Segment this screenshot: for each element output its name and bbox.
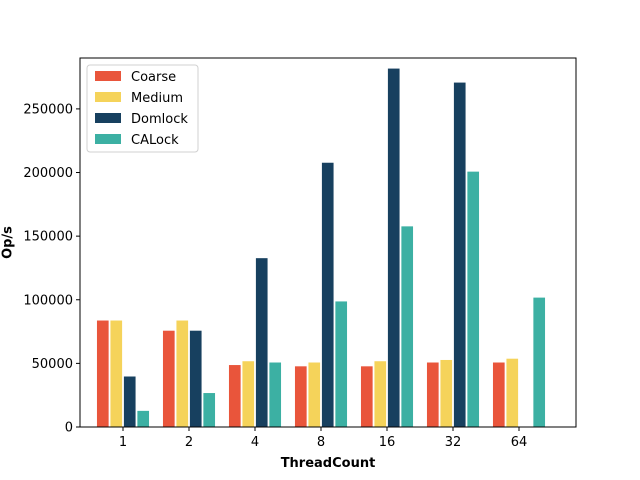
bar-coarse-64 <box>492 361 506 428</box>
bar-calock-8 <box>334 300 348 428</box>
bar-coarse-2 <box>162 329 176 428</box>
y-tick-label: 200000 <box>23 166 73 181</box>
legend-swatch-coarse <box>95 71 121 81</box>
bar-domlock-32 <box>453 81 467 428</box>
x-tick-label: 64 <box>511 435 528 450</box>
x-axis: 1 2 4 8 16 32 64 <box>119 427 527 450</box>
y-axis: 0 50000 100000 150000 200000 250000 <box>23 102 80 436</box>
x-tick-label: 32 <box>445 435 462 450</box>
bars-group <box>96 67 546 428</box>
bar-coarse-8 <box>294 365 308 428</box>
bar-medium-16 <box>373 360 387 428</box>
x-tick-label: 1 <box>119 435 127 450</box>
bar-domlock-16 <box>387 67 401 428</box>
legend-frame <box>86 64 199 153</box>
bar-calock-32 <box>466 170 480 428</box>
bar-calock-64 <box>532 296 546 428</box>
legend-swatch-domlock <box>95 113 121 123</box>
bar-coarse-4 <box>228 364 242 428</box>
bar-medium-4 <box>241 360 255 428</box>
x-axis-label: ThreadCount <box>281 456 376 471</box>
x-tick-label: 16 <box>379 435 396 450</box>
legend: Coarse Medium Domlock CALock <box>86 64 199 153</box>
legend-swatch-calock <box>95 134 121 144</box>
y-tick-label: 250000 <box>23 102 73 117</box>
x-tick-label: 4 <box>251 435 259 450</box>
bar-domlock-4 <box>255 257 269 428</box>
legend-label-domlock: Domlock <box>131 112 188 127</box>
legend-swatch-medium <box>95 92 121 102</box>
x-tick-label: 2 <box>185 435 193 450</box>
y-axis-label: Op/s <box>1 226 16 259</box>
plot-frame <box>79 57 577 428</box>
bar-domlock-1 <box>123 375 137 428</box>
bar-medium-2 <box>175 319 189 428</box>
bar-medium-32 <box>439 359 453 428</box>
legend-label-coarse: Coarse <box>131 70 176 85</box>
bar-calock-16 <box>400 225 414 428</box>
bar-calock-2 <box>202 392 216 428</box>
bar-calock-4 <box>268 361 282 428</box>
y-tick-label: 100000 <box>23 293 73 308</box>
legend-label-medium: Medium <box>131 91 183 106</box>
bar-medium-64 <box>505 357 519 428</box>
legend-label-calock: CALock <box>131 133 179 148</box>
bar-medium-8 <box>307 361 321 428</box>
bar-coarse-1 <box>96 319 110 428</box>
y-tick-label: 50000 <box>32 357 73 372</box>
bar-domlock-2 <box>189 329 203 428</box>
bar-coarse-32 <box>426 361 440 428</box>
bar-domlock-8 <box>321 161 335 428</box>
bar-calock-1 <box>136 410 150 428</box>
y-tick-label: 0 <box>65 421 73 436</box>
y-tick-label: 150000 <box>23 230 73 245</box>
x-tick-label: 8 <box>317 435 325 450</box>
bar-coarse-16 <box>360 365 374 428</box>
bar-medium-1 <box>109 319 123 428</box>
